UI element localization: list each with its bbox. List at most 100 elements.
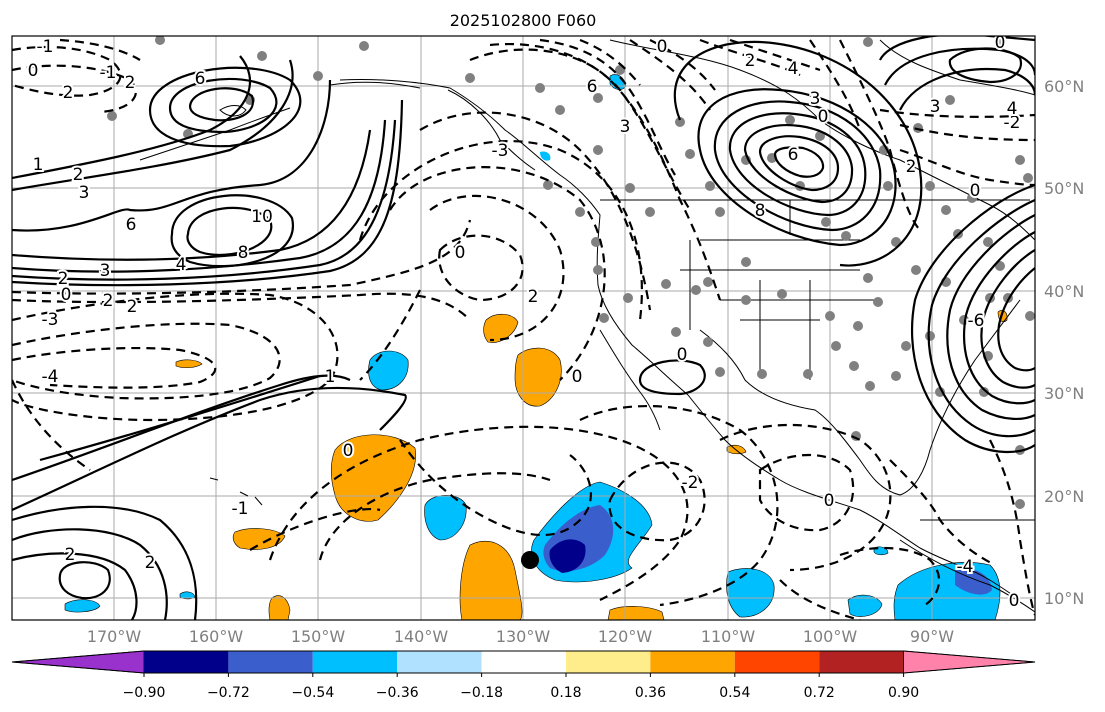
contour-label: 2 (73, 165, 84, 185)
contour-label: 6 (195, 69, 206, 89)
lon-label: 160°W (189, 627, 244, 646)
lon-label: 90°W (910, 627, 954, 646)
contour-label: 2 (145, 553, 156, 573)
colorbar-segment (397, 651, 482, 673)
contour-label: -4 (957, 557, 974, 577)
contour-label: -3 (492, 141, 509, 161)
contour-label: 0 (970, 181, 981, 201)
contour-label: 2 (528, 287, 539, 307)
contour-label: 3 (810, 89, 821, 109)
colorbar-tick-label: 0.18 (550, 685, 581, 701)
map-panel: -1 0 -1 2 2 1 2 3 6 10 8 4 3 2 0 2 2 -3 … (12, 33, 1035, 620)
colorbar-segment (819, 651, 904, 673)
colorbar-segment (481, 651, 566, 673)
longitude-labels: 170°W 160°W 150°W 140°W 130°W 120°W 110°… (87, 627, 954, 646)
colorbar-extend-low (11, 650, 145, 674)
contour-label: 2 (125, 73, 136, 93)
contour-label: 3 (79, 183, 90, 203)
contour-label: 6 (788, 145, 799, 165)
lon-label: 170°W (87, 627, 142, 646)
colorbar-segment (144, 651, 229, 673)
contour-label: -1 (100, 63, 117, 83)
figure-title: 2025102800 F060 (450, 11, 597, 30)
contour-label: 2 (65, 545, 76, 565)
contour-label: 1 (325, 367, 336, 387)
contour-label: 6 (587, 77, 598, 97)
contour-label: 0 (824, 491, 835, 511)
lon-label: 130°W (496, 627, 551, 646)
colorbar-segment (312, 651, 398, 673)
colorbar-tick-label: 0.36 (635, 685, 666, 701)
contour-label: 2 (58, 269, 69, 289)
contour-label: -1 (37, 37, 54, 57)
contour-label: 8 (238, 243, 249, 263)
colorbar-tick-label: −0.18 (460, 685, 503, 701)
lon-label: 120°W (598, 627, 653, 646)
location-marker (521, 551, 539, 569)
lat-label: 40°N (1044, 282, 1084, 301)
contour-label: 0 (61, 285, 72, 305)
contour-label: 2 (906, 157, 917, 177)
lat-label: 20°N (1044, 487, 1084, 506)
contour-label: -1 (232, 499, 249, 519)
contour-label: 0 (343, 441, 354, 461)
lat-label: 30°N (1044, 384, 1084, 403)
colorbar-segment (228, 651, 313, 673)
colorbar-tick-label: −0.90 (123, 685, 166, 701)
colorbar: −0.90 −0.72 −0.54 −0.36 −0.18 0.18 0.36 0.54 0.7… (11, 650, 1036, 701)
contour-label: 0 (818, 107, 829, 127)
contour-label: -2 (682, 473, 699, 493)
contour-label: -3 (42, 310, 59, 330)
colorbar-tick-label: 0.72 (804, 685, 835, 701)
contour-label: 0 (572, 367, 583, 387)
contour-labels: -1 0 -1 2 2 1 2 3 6 10 8 4 3 2 0 2 2 -3 … (26, 33, 1023, 613)
contour-label: 2 (127, 297, 138, 317)
contour-label: 0 (995, 33, 1006, 53)
station-markers (107, 36, 1035, 509)
lat-label: 50°N (1044, 179, 1084, 198)
lon-label: 100°W (803, 627, 858, 646)
colorbar-extend-high (903, 650, 1036, 674)
contour-label: 2 (745, 51, 756, 71)
colorbar-tick-label: −0.72 (207, 685, 250, 701)
colorbar-segment (650, 651, 735, 673)
contour-label: 2 (63, 83, 74, 103)
contour-label: 2 (103, 291, 114, 311)
contour-label: 4 (176, 255, 187, 275)
contour-label: 3 (930, 97, 941, 117)
contour-label: -4 (42, 367, 59, 387)
contour-label: 3 (620, 117, 631, 137)
solid-contours (12, 36, 1035, 620)
contour-label: 0 (28, 61, 39, 81)
colorbar-tick-label: −0.36 (376, 685, 419, 701)
contour-label: 0 (657, 37, 668, 57)
contour-label: 6 (126, 215, 137, 235)
map-frame (11, 35, 1036, 621)
colorbar-tick-label: 0.54 (719, 685, 750, 701)
lat-label: 60°N (1044, 77, 1084, 96)
colorbar-tick-label: −0.54 (291, 685, 334, 701)
lat-label: 10°N (1044, 589, 1084, 608)
contour-label: -2 (1004, 113, 1021, 133)
contour-label: 10 (251, 207, 273, 227)
contour-label: 0 (455, 243, 466, 263)
contour-label: 0 (1009, 591, 1020, 611)
colorbar-tick-label: 0.90 (888, 685, 919, 701)
lon-label: 140°W (394, 627, 449, 646)
contour-label: 4 (788, 59, 799, 79)
colorbar-segment (734, 651, 820, 673)
contour-label: 3 (100, 261, 111, 281)
lon-label: 150°W (291, 627, 346, 646)
latitude-labels: 60°N 50°N 40°N 30°N 20°N 10°N (1044, 77, 1084, 608)
contour-label: 0 (677, 345, 688, 365)
contour-label: 8 (755, 201, 766, 221)
shaded-regions (64, 74, 1008, 620)
colorbar-segment (566, 651, 651, 673)
dashed-contours (12, 38, 1035, 620)
contour-label: -6 (968, 311, 985, 331)
contour-label: 1 (33, 155, 44, 175)
lon-label: 110°W (701, 627, 756, 646)
coastlines (139, 39, 1035, 613)
contour-label: 4 (1007, 99, 1018, 119)
